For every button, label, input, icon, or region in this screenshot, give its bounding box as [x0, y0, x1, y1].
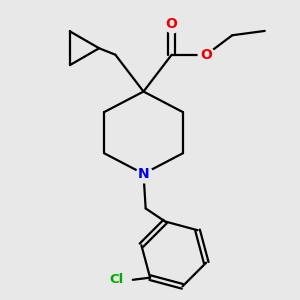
Text: N: N	[138, 167, 149, 181]
Text: O: O	[200, 48, 212, 62]
Text: O: O	[166, 17, 178, 32]
Text: Cl: Cl	[110, 273, 124, 286]
